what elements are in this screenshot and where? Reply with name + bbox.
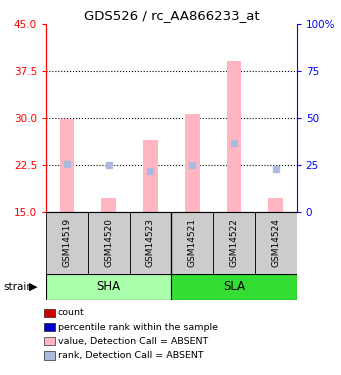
Bar <box>130 212 171 274</box>
Title: GDS526 / rc_AA866233_at: GDS526 / rc_AA866233_at <box>84 9 259 22</box>
Text: ▶: ▶ <box>29 282 38 292</box>
Text: strain: strain <box>3 282 33 292</box>
Bar <box>227 61 241 212</box>
Bar <box>185 114 199 212</box>
Bar <box>88 212 130 274</box>
Text: rank, Detection Call = ABSENT: rank, Detection Call = ABSENT <box>58 351 204 360</box>
Bar <box>60 119 74 212</box>
Text: percentile rank within the sample: percentile rank within the sample <box>58 322 218 332</box>
Text: GSM14522: GSM14522 <box>229 218 238 267</box>
Text: GSM14520: GSM14520 <box>104 218 113 267</box>
Bar <box>172 212 213 274</box>
Text: GSM14521: GSM14521 <box>188 218 197 267</box>
Bar <box>143 140 158 212</box>
Text: GSM14523: GSM14523 <box>146 218 155 267</box>
Bar <box>255 212 297 274</box>
Text: count: count <box>58 308 85 317</box>
Bar <box>268 198 283 212</box>
Bar <box>101 198 116 212</box>
Bar <box>213 212 255 274</box>
Text: SHA: SHA <box>97 280 121 293</box>
Text: GSM14524: GSM14524 <box>271 218 280 267</box>
Text: SLA: SLA <box>223 280 245 293</box>
Bar <box>172 274 297 300</box>
Bar <box>46 274 171 300</box>
Bar <box>46 212 88 274</box>
Text: GSM14519: GSM14519 <box>62 218 71 267</box>
Text: value, Detection Call = ABSENT: value, Detection Call = ABSENT <box>58 337 208 346</box>
